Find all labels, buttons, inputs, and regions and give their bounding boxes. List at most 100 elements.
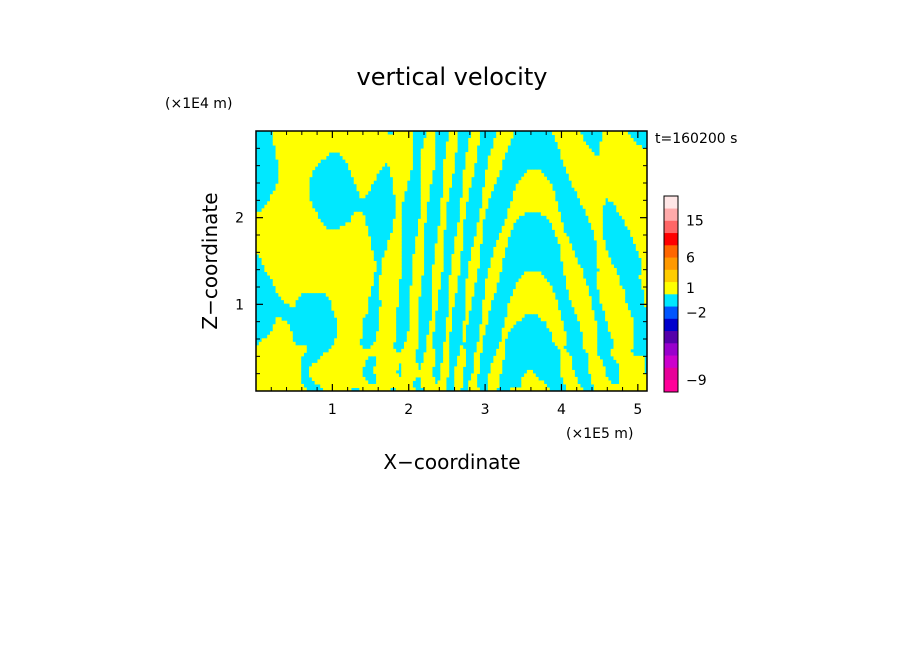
field-cell (353, 352, 358, 357)
field-cell (524, 176, 528, 181)
field-cell (504, 229, 508, 234)
field-cell (353, 138, 358, 143)
field-cell (633, 173, 637, 178)
field-cell (451, 134, 455, 139)
field-cell (557, 327, 561, 332)
field-cell (557, 131, 561, 136)
field-cell (582, 166, 587, 171)
field-cell (579, 162, 584, 167)
field-cell (392, 310, 397, 315)
field-cell (353, 285, 358, 290)
field-cell (404, 355, 408, 360)
field-cell (616, 296, 620, 301)
field-cell (529, 173, 533, 178)
field-cell (465, 187, 469, 192)
field-cell (543, 296, 547, 301)
field-cell (420, 148, 425, 153)
field-cell (579, 169, 584, 174)
field-cell (415, 239, 419, 244)
field-cell (585, 197, 589, 202)
field-cell (353, 306, 358, 311)
field-cell (429, 145, 433, 150)
field-cell (599, 236, 603, 241)
field-cell (309, 289, 313, 294)
field-cell (334, 355, 338, 360)
field-cell (512, 215, 517, 220)
field-cell (353, 289, 358, 294)
field-cell (599, 208, 603, 213)
field-cell (373, 264, 377, 269)
field-cell (275, 222, 279, 227)
field-cell (306, 289, 310, 294)
field-cell (496, 275, 500, 280)
field-cell (560, 222, 564, 227)
field-cell (283, 257, 288, 262)
field-cell (588, 194, 592, 199)
field-cell (390, 338, 394, 343)
field-cell (286, 229, 291, 234)
field-cell (459, 222, 464, 227)
field-cell (448, 180, 452, 185)
field-cell (624, 352, 628, 357)
field-cell (616, 187, 620, 192)
field-cell (334, 299, 338, 304)
field-cell (297, 362, 302, 367)
field-cell (398, 225, 402, 230)
field-cell (602, 282, 606, 287)
field-cell (599, 225, 603, 230)
field-cell (641, 278, 645, 283)
field-cell (323, 257, 327, 262)
field-cell (532, 310, 536, 315)
field-cell (605, 152, 609, 157)
field-cell (535, 169, 539, 174)
field-cell (378, 334, 383, 339)
field-cell (593, 194, 598, 199)
field-cell (339, 359, 344, 364)
field-cell (498, 366, 503, 371)
field-cell (373, 162, 377, 167)
field-cell (465, 278, 469, 283)
field-cell (635, 243, 640, 248)
field-cell (320, 222, 324, 227)
field-cell (267, 250, 271, 255)
field-cell (289, 222, 293, 227)
field-cell (605, 268, 609, 273)
field-cell (613, 169, 617, 174)
field-cell (325, 282, 330, 287)
field-cell (264, 236, 268, 241)
field-cell (309, 239, 313, 244)
field-cell (638, 359, 642, 364)
field-cell (498, 155, 503, 160)
field-cell (524, 278, 528, 283)
field-cell (423, 201, 427, 206)
field-cell (381, 152, 385, 157)
field-cell (306, 148, 310, 153)
field-cell (504, 243, 508, 248)
field-cell (501, 348, 506, 353)
field-cell (353, 243, 358, 248)
field-cell (443, 197, 447, 202)
field-cell (543, 208, 547, 213)
field-cell (607, 180, 612, 185)
field-cell (409, 289, 413, 294)
field-cell (630, 155, 634, 160)
field-cell (582, 324, 587, 329)
field-cell (345, 250, 349, 255)
field-cell (297, 348, 302, 353)
field-cell (300, 243, 304, 248)
field-cell (303, 253, 307, 258)
field-cell (552, 306, 556, 311)
field-cell (579, 271, 584, 276)
field-cell (359, 215, 363, 220)
field-cell (641, 218, 645, 223)
field-cell (607, 324, 612, 329)
field-cell (350, 338, 355, 343)
field-cell (390, 320, 394, 325)
field-cell (269, 225, 274, 230)
field-cell (367, 352, 371, 357)
field-cell (619, 187, 623, 192)
field-cell (384, 324, 388, 329)
field-cell (392, 236, 397, 241)
field-cell (350, 327, 355, 332)
field-cell (585, 159, 589, 164)
